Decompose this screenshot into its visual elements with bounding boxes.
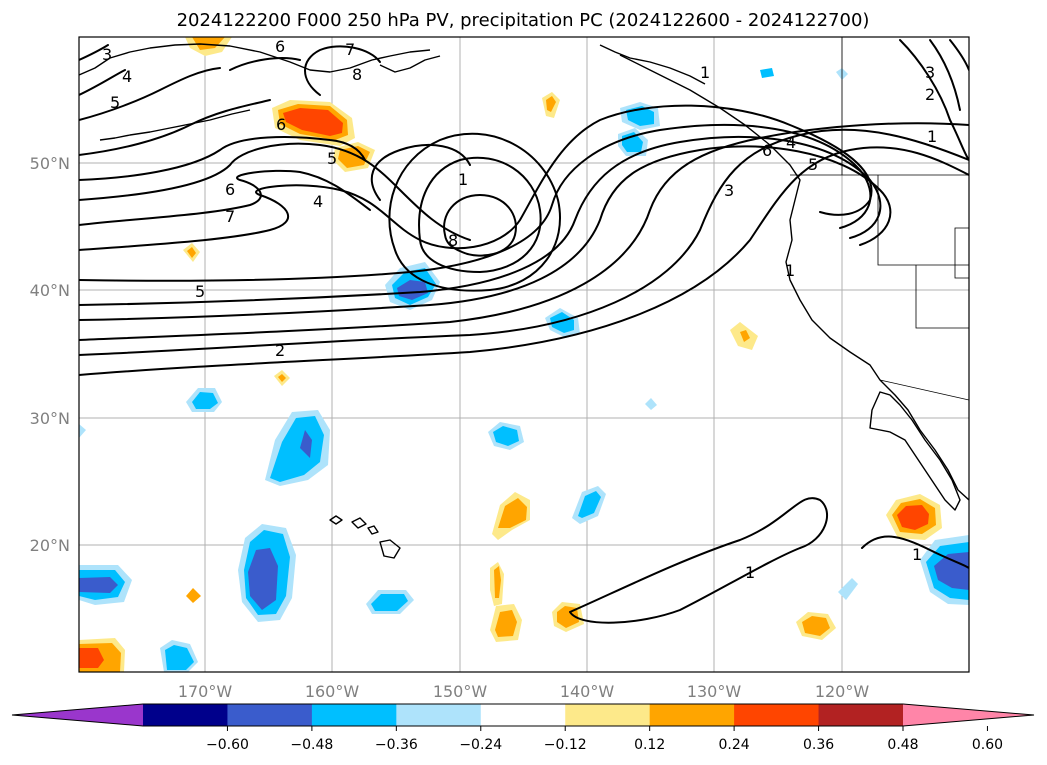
svg-text:1: 1 bbox=[927, 127, 937, 146]
svg-text:4: 4 bbox=[122, 67, 132, 86]
colorbar-extend-high bbox=[903, 704, 1034, 726]
colorbar-tick-label: 0.36 bbox=[803, 737, 834, 753]
lat-label: 20°N bbox=[30, 536, 70, 555]
borders bbox=[790, 37, 969, 401]
coastlines bbox=[79, 43, 969, 559]
lon-label: 120°W bbox=[815, 682, 870, 701]
colorbar-segment bbox=[734, 704, 820, 726]
colorbar-tick-label: −0.24 bbox=[459, 737, 502, 753]
lat-label: 40°N bbox=[30, 281, 70, 300]
svg-text:5: 5 bbox=[808, 155, 818, 174]
colorbar-tick-label: −0.48 bbox=[290, 737, 333, 753]
svg-text:2: 2 bbox=[925, 85, 935, 104]
map-content: 3 4 5 6 6 7 8 1 5 6 4 7 8 5 2 1 4 6 5 3 … bbox=[79, 37, 969, 672]
colorbar-segment bbox=[311, 704, 397, 726]
svg-text:5: 5 bbox=[327, 149, 337, 168]
svg-text:6: 6 bbox=[225, 180, 235, 199]
pv-contours bbox=[79, 39, 969, 624]
lon-label: 160°W bbox=[305, 682, 360, 701]
svg-text:4: 4 bbox=[313, 192, 323, 211]
svg-text:1: 1 bbox=[785, 261, 795, 280]
svg-text:3: 3 bbox=[724, 181, 734, 200]
colorbar-tick-label: −0.36 bbox=[375, 737, 418, 753]
lon-label: 150°W bbox=[433, 682, 488, 701]
colorbar-segment bbox=[649, 704, 735, 726]
svg-text:1: 1 bbox=[700, 63, 710, 82]
svg-text:5: 5 bbox=[110, 93, 120, 112]
colorbar-tick-label: −0.60 bbox=[206, 737, 249, 753]
colorbar-segment bbox=[227, 704, 313, 726]
latitude-labels: 50°N 40°N 30°N 20°N bbox=[30, 154, 70, 555]
colorbar-tick-label: 0.24 bbox=[719, 737, 750, 753]
contour-labels: 3 4 5 6 6 7 8 1 5 6 4 7 8 5 2 1 4 6 5 3 … bbox=[102, 37, 937, 582]
map-frame bbox=[78, 36, 970, 673]
colorbar-extend-low bbox=[12, 704, 143, 726]
map-background bbox=[79, 37, 969, 672]
svg-text:6: 6 bbox=[275, 37, 285, 56]
lon-label: 130°W bbox=[687, 682, 742, 701]
colorbar-segment bbox=[480, 704, 566, 726]
colorbar: −0.60 −0.48 −0.36 −0.24 −0.12 0.12 0.24 0.36 0.4… bbox=[11, 703, 1035, 753]
svg-text:2: 2 bbox=[275, 341, 285, 360]
svg-text:4: 4 bbox=[786, 133, 796, 152]
svg-text:1: 1 bbox=[745, 563, 755, 582]
colorbar-tick-label: 0.12 bbox=[634, 737, 665, 753]
longitude-labels: 170°W 160°W 150°W 140°W 130°W 120°W bbox=[178, 682, 870, 701]
svg-text:3: 3 bbox=[925, 63, 935, 82]
lat-label: 50°N bbox=[30, 154, 70, 173]
colorbar-tick-label: −0.12 bbox=[544, 737, 587, 753]
lat-label: 30°N bbox=[30, 409, 70, 428]
svg-text:3: 3 bbox=[102, 45, 112, 64]
colorbar-tick-label: 0.48 bbox=[887, 737, 918, 753]
colorbar-segment bbox=[396, 704, 482, 726]
svg-text:7: 7 bbox=[345, 40, 355, 59]
svg-text:5: 5 bbox=[195, 282, 205, 301]
lon-label: 170°W bbox=[178, 682, 233, 701]
colorbar-segment bbox=[565, 704, 651, 726]
precipitation-shading bbox=[79, 37, 969, 672]
svg-text:8: 8 bbox=[352, 65, 362, 84]
svg-text:8: 8 bbox=[448, 231, 458, 250]
lon-label: 140°W bbox=[560, 682, 615, 701]
colorbar-segment bbox=[143, 704, 228, 726]
colorbar-tick-label: 0.60 bbox=[972, 737, 1003, 753]
map-title: 2024122200 F000 250 hPa PV, precipitatio… bbox=[177, 10, 870, 31]
svg-text:7: 7 bbox=[225, 207, 235, 226]
svg-text:1: 1 bbox=[912, 545, 922, 564]
svg-text:6: 6 bbox=[276, 115, 286, 134]
svg-text:6: 6 bbox=[762, 141, 772, 160]
svg-text:1: 1 bbox=[458, 170, 468, 189]
colorbar-segment bbox=[818, 704, 904, 726]
